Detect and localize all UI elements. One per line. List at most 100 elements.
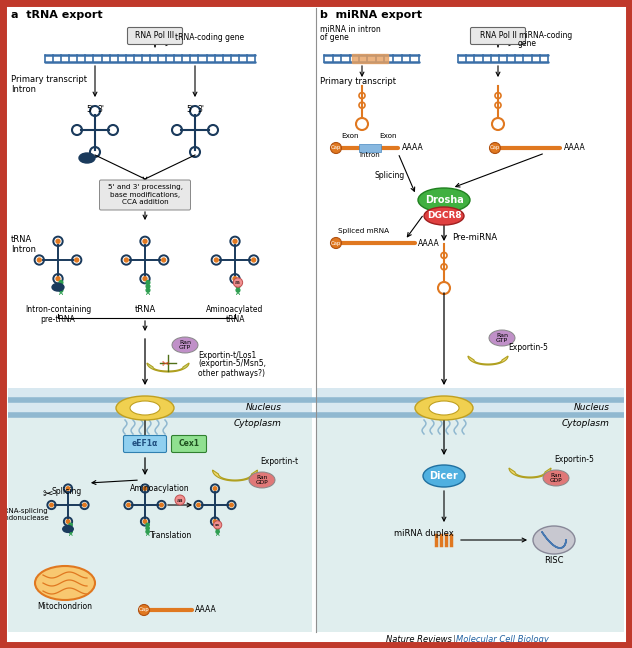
Circle shape	[160, 503, 163, 507]
FancyBboxPatch shape	[128, 27, 183, 45]
Ellipse shape	[415, 396, 473, 420]
Circle shape	[233, 278, 243, 287]
Ellipse shape	[63, 526, 73, 533]
Text: miRNA-coding: miRNA-coding	[518, 32, 572, 40]
Text: Pre-miRNA: Pre-miRNA	[452, 233, 497, 242]
Text: Ran
GDP: Ran GDP	[550, 472, 562, 483]
Text: ✂: ✂	[162, 358, 170, 368]
Text: Exon: Exon	[341, 133, 359, 139]
Text: Exportin-t: Exportin-t	[260, 457, 298, 467]
Text: aa: aa	[177, 498, 183, 502]
Circle shape	[66, 520, 70, 523]
Text: A: A	[59, 291, 63, 295]
Text: A: A	[236, 291, 240, 295]
Text: Cap: Cap	[490, 146, 500, 150]
Circle shape	[331, 143, 341, 154]
Circle shape	[56, 277, 60, 281]
Text: Drosha: Drosha	[425, 195, 463, 205]
Circle shape	[75, 258, 78, 262]
Text: A: A	[216, 532, 219, 537]
Ellipse shape	[533, 526, 575, 554]
Circle shape	[236, 284, 240, 288]
Text: 3': 3'	[197, 106, 204, 115]
Text: AAAA: AAAA	[418, 238, 440, 248]
Text: Cex1: Cex1	[178, 439, 200, 448]
Circle shape	[143, 277, 147, 281]
Text: RNA Pol III: RNA Pol III	[135, 32, 174, 40]
Circle shape	[37, 258, 41, 262]
Text: Intron: Intron	[11, 244, 36, 253]
FancyBboxPatch shape	[316, 416, 624, 632]
Ellipse shape	[52, 283, 64, 291]
Ellipse shape	[543, 470, 569, 486]
Circle shape	[213, 487, 217, 491]
Text: |: |	[453, 634, 456, 643]
FancyBboxPatch shape	[316, 388, 624, 416]
Circle shape	[216, 530, 219, 533]
Text: Splicing: Splicing	[52, 487, 82, 496]
Text: other pathways?): other pathways?)	[198, 369, 265, 378]
Text: Translation: Translation	[150, 531, 192, 540]
Circle shape	[125, 258, 128, 262]
Circle shape	[331, 238, 341, 248]
Circle shape	[69, 523, 72, 527]
Circle shape	[162, 258, 166, 262]
Circle shape	[216, 527, 219, 530]
Text: Splicing: Splicing	[375, 170, 405, 179]
FancyBboxPatch shape	[99, 180, 190, 210]
Text: Aminoacylated
tRNA: Aminoacylated tRNA	[206, 305, 264, 325]
Circle shape	[213, 520, 217, 523]
Text: Ran
GTP: Ran GTP	[496, 332, 508, 343]
Circle shape	[138, 605, 150, 616]
Ellipse shape	[424, 207, 464, 225]
Text: gene: gene	[518, 40, 537, 49]
Text: Cap: Cap	[331, 240, 341, 246]
Circle shape	[214, 521, 222, 529]
Text: Primary transcript: Primary transcript	[320, 78, 396, 86]
Circle shape	[197, 503, 200, 507]
Text: Exon: Exon	[379, 133, 397, 139]
Text: Cap: Cap	[138, 608, 149, 612]
Circle shape	[146, 288, 150, 292]
Circle shape	[216, 523, 219, 527]
Circle shape	[214, 258, 218, 262]
Text: a  tRNA export: a tRNA export	[11, 10, 102, 20]
Circle shape	[490, 143, 501, 154]
Ellipse shape	[172, 337, 198, 353]
Text: RISC: RISC	[544, 556, 564, 565]
Text: CCA addition: CCA addition	[122, 198, 168, 205]
Circle shape	[59, 284, 63, 288]
Text: Intron: Intron	[11, 86, 36, 95]
Text: Ran
GDP: Ran GDP	[255, 474, 269, 485]
Text: miRNA duplex: miRNA duplex	[394, 529, 454, 537]
Polygon shape	[212, 470, 257, 481]
Circle shape	[146, 523, 149, 527]
Ellipse shape	[429, 401, 459, 415]
Circle shape	[127, 503, 130, 507]
Circle shape	[69, 527, 72, 530]
Ellipse shape	[79, 153, 95, 163]
FancyBboxPatch shape	[470, 27, 525, 45]
Text: Molecular Cell Biology: Molecular Cell Biology	[456, 634, 549, 643]
Text: aa: aa	[235, 280, 241, 285]
Text: miRNA in intron: miRNA in intron	[320, 25, 380, 34]
Text: AAAA: AAAA	[195, 605, 217, 614]
Text: Exportin-5: Exportin-5	[508, 343, 548, 353]
Circle shape	[233, 277, 237, 281]
FancyBboxPatch shape	[123, 435, 166, 452]
Polygon shape	[509, 468, 551, 478]
Text: b  miRNA export: b miRNA export	[320, 10, 422, 20]
Text: Intron: Intron	[360, 152, 380, 158]
Ellipse shape	[418, 188, 470, 212]
FancyBboxPatch shape	[8, 416, 312, 632]
Text: Mitochondrion: Mitochondrion	[37, 602, 92, 611]
Text: tRNA-splicing
endonuclease: tRNA-splicing endonuclease	[1, 509, 49, 522]
Text: Nucleus: Nucleus	[574, 404, 610, 413]
Circle shape	[50, 503, 53, 507]
Text: Cytoplasm: Cytoplasm	[562, 419, 610, 428]
Text: 5': 5'	[186, 106, 193, 115]
Text: Exportin-t/Los1: Exportin-t/Los1	[198, 351, 256, 360]
Text: tRNA: tRNA	[11, 235, 32, 244]
Text: Nucleus: Nucleus	[246, 404, 282, 413]
Text: Cap: Cap	[331, 146, 341, 150]
